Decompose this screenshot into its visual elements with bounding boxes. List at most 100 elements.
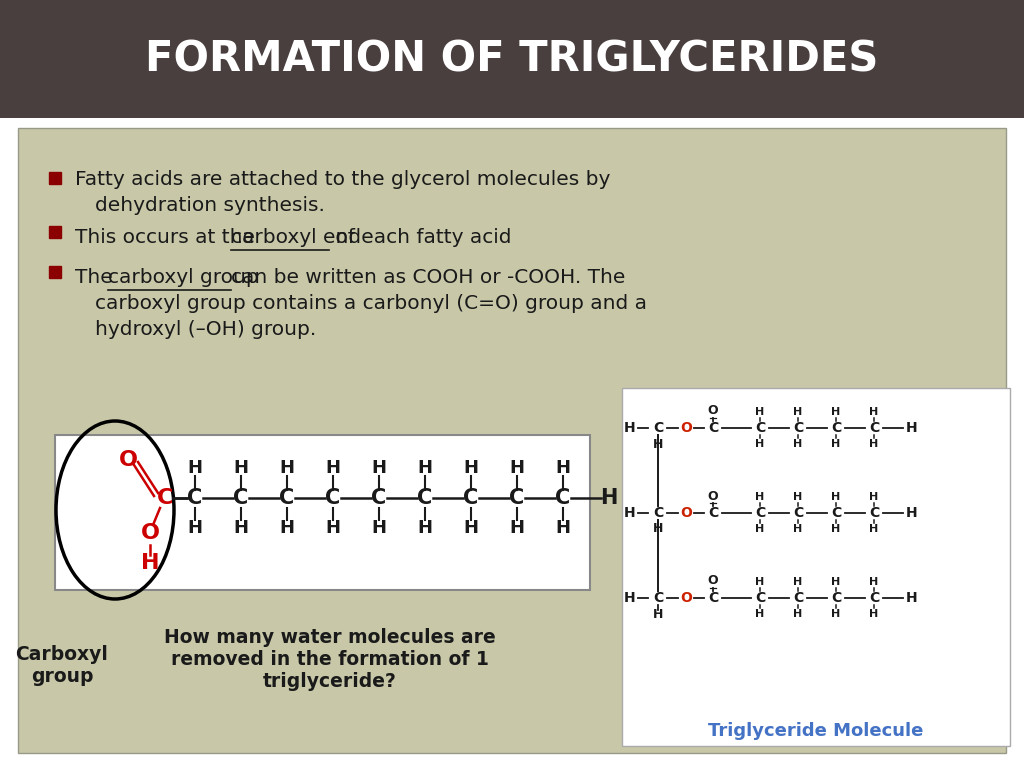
Text: H: H (233, 519, 249, 537)
Text: H: H (869, 524, 879, 534)
Text: H: H (510, 519, 524, 537)
Text: C: C (418, 488, 432, 508)
Text: hydroxyl (–OH) group.: hydroxyl (–OH) group. (95, 320, 316, 339)
Text: C: C (830, 421, 841, 435)
Text: carboxyl group contains a carbonyl (C=O) group and a: carboxyl group contains a carbonyl (C=O)… (95, 294, 647, 313)
FancyBboxPatch shape (18, 128, 1006, 753)
Text: C: C (793, 506, 803, 520)
Text: of each fatty acid: of each fatty acid (329, 228, 512, 247)
Text: C: C (793, 421, 803, 435)
Text: H: H (906, 421, 918, 435)
Text: H: H (869, 577, 879, 587)
Text: This occurs at the: This occurs at the (75, 228, 261, 247)
Text: H: H (555, 519, 570, 537)
Text: C: C (755, 506, 765, 520)
Text: can be written as COOH or -COOH. The: can be written as COOH or -COOH. The (230, 268, 626, 287)
Text: O: O (680, 421, 692, 435)
Text: C: C (869, 506, 880, 520)
Text: O: O (680, 591, 692, 605)
FancyBboxPatch shape (0, 0, 1024, 118)
Text: Fatty acids are attached to the glycerol molecules by: Fatty acids are attached to the glycerol… (75, 170, 610, 189)
Text: H: H (794, 407, 803, 417)
Text: C: C (708, 421, 718, 435)
Text: H: H (464, 519, 478, 537)
Text: O: O (680, 506, 692, 520)
Text: H: H (756, 407, 765, 417)
Text: C: C (830, 506, 841, 520)
Text: H: H (326, 459, 341, 477)
Text: H: H (372, 459, 386, 477)
Text: C: C (869, 591, 880, 605)
Text: C: C (233, 488, 249, 508)
Text: The: The (75, 268, 119, 287)
Text: H: H (756, 439, 765, 449)
Text: H: H (233, 459, 249, 477)
Text: H: H (372, 519, 386, 537)
Text: O: O (708, 489, 718, 502)
Text: H: H (869, 407, 879, 417)
Text: H: H (831, 524, 841, 534)
Text: H: H (869, 609, 879, 619)
Text: H: H (869, 492, 879, 502)
Text: H: H (418, 519, 432, 537)
Text: C: C (653, 421, 664, 435)
Text: C: C (372, 488, 387, 508)
Text: C: C (509, 488, 524, 508)
Text: H: H (794, 492, 803, 502)
Text: H: H (280, 519, 295, 537)
Text: FORMATION OF TRIGLYCERIDES: FORMATION OF TRIGLYCERIDES (145, 38, 879, 80)
Text: O: O (708, 405, 718, 418)
Text: C: C (869, 421, 880, 435)
Text: H: H (906, 591, 918, 605)
Text: H: H (187, 459, 203, 477)
Text: H: H (831, 407, 841, 417)
Text: C: C (464, 488, 478, 508)
Text: H: H (140, 553, 160, 573)
Text: Triglyceride Molecule: Triglyceride Molecule (709, 722, 924, 740)
Text: H: H (326, 519, 341, 537)
Text: H: H (464, 459, 478, 477)
Text: H: H (794, 577, 803, 587)
Text: H: H (831, 609, 841, 619)
FancyBboxPatch shape (55, 435, 590, 590)
Text: C: C (708, 591, 718, 605)
Text: H: H (831, 439, 841, 449)
Text: H: H (831, 492, 841, 502)
Text: H: H (756, 609, 765, 619)
Text: H: H (625, 421, 636, 435)
Text: carboxyl group: carboxyl group (108, 268, 265, 287)
Text: C: C (653, 506, 664, 520)
Text: H: H (756, 524, 765, 534)
Text: C: C (755, 421, 765, 435)
Text: H: H (794, 524, 803, 534)
Text: H: H (653, 522, 664, 535)
Text: C: C (755, 591, 765, 605)
Text: H: H (831, 577, 841, 587)
Text: How many water molecules are
removed in the formation of 1
triglyceride?: How many water molecules are removed in … (164, 628, 496, 691)
Text: C: C (280, 488, 295, 508)
Text: C: C (793, 591, 803, 605)
Text: H: H (510, 459, 524, 477)
Text: C: C (326, 488, 341, 508)
Text: dehydration synthesis.: dehydration synthesis. (95, 196, 325, 215)
FancyBboxPatch shape (622, 388, 1010, 746)
Text: H: H (625, 591, 636, 605)
Text: carboxyl end: carboxyl end (230, 228, 360, 247)
Text: H: H (625, 506, 636, 520)
Text: C: C (653, 591, 664, 605)
Text: H: H (653, 607, 664, 621)
Text: H: H (869, 439, 879, 449)
Text: O: O (140, 523, 160, 543)
Text: H: H (418, 459, 432, 477)
Text: H: H (653, 438, 664, 451)
Text: H: H (280, 459, 295, 477)
Text: H: H (600, 488, 617, 508)
Text: H: H (756, 577, 765, 587)
Text: Carboxyl
group: Carboxyl group (15, 645, 109, 686)
Text: C: C (157, 488, 173, 508)
Text: O: O (119, 450, 137, 470)
Text: O: O (708, 574, 718, 588)
Text: H: H (187, 519, 203, 537)
Text: C: C (708, 506, 718, 520)
Text: H: H (906, 506, 918, 520)
